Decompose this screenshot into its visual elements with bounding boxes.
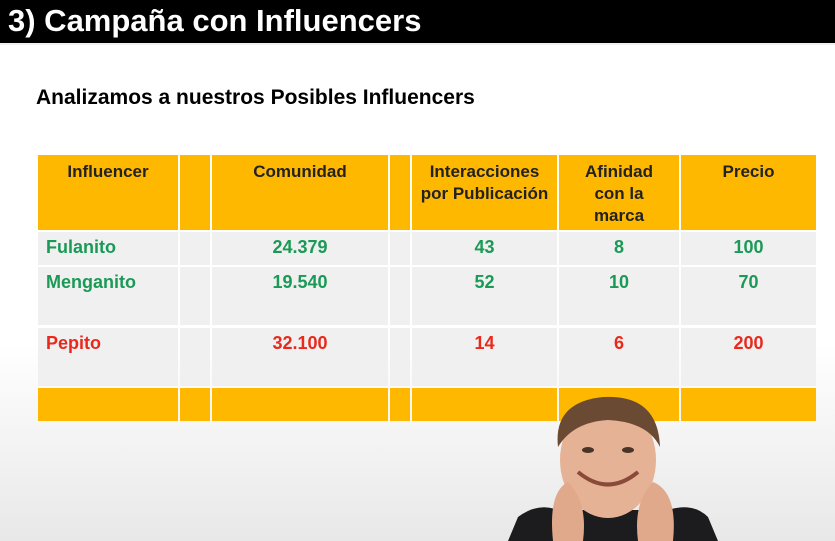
- header-precio: Precio: [681, 155, 816, 230]
- influencer-name: Fulanito: [38, 232, 178, 265]
- footer-cell: [681, 388, 816, 421]
- interacciones-value: 43: [412, 232, 557, 265]
- influencer-name: Pepito: [38, 328, 178, 386]
- interacciones-value: 52: [412, 267, 557, 325]
- header-afinidad: Afinidad con la marca: [559, 155, 679, 230]
- influencer-name: Menganito: [38, 267, 178, 325]
- footer-cell: [412, 388, 557, 421]
- smiling-man-photo: [508, 396, 718, 541]
- header-comunidad: Comunidad: [212, 155, 388, 230]
- footer-cell: [38, 388, 178, 421]
- afinidad-value: 8: [559, 232, 679, 265]
- comunidad-value: 19.540: [212, 267, 388, 325]
- afinidad-value: 6: [559, 328, 679, 386]
- afinidad-value: 10: [559, 267, 679, 325]
- slide-subtitle: Analizamos a nuestros Posibles Influence…: [36, 86, 475, 109]
- spacer-cell: [390, 267, 410, 325]
- spacer-cell: [180, 328, 210, 386]
- footer-cell: [180, 388, 210, 421]
- comunidad-value: 32.100: [212, 328, 388, 386]
- header-interacciones: Interacciones por Publicación: [412, 155, 557, 230]
- interacciones-value: 14: [412, 328, 557, 386]
- spacer-cell: [390, 328, 410, 386]
- spacer-cell: [180, 155, 210, 230]
- footer-cell: [212, 388, 388, 421]
- table-row: Fulanito 24.379 43 8 100: [38, 232, 816, 265]
- spacer-cell: [390, 232, 410, 265]
- precio-value: 200: [681, 328, 816, 386]
- spacer-cell: [390, 155, 410, 230]
- table-header: Influencer Comunidad Interacciones por P…: [38, 155, 816, 230]
- spacer-cell: [180, 232, 210, 265]
- precio-value: 70: [681, 267, 816, 325]
- slide-title: 3) Campaña con Influencers: [8, 3, 422, 38]
- footer-cell: [390, 388, 410, 421]
- comunidad-value: 24.379: [212, 232, 388, 265]
- header-influencer: Influencer: [38, 155, 178, 230]
- table-row: Pepito 32.100 14 6 200: [38, 328, 816, 386]
- table-row: Menganito 19.540 52 10 70: [38, 267, 816, 325]
- title-bar: 3) Campaña con Influencers: [0, 0, 835, 45]
- spacer-cell: [180, 267, 210, 325]
- precio-value: 100: [681, 232, 816, 265]
